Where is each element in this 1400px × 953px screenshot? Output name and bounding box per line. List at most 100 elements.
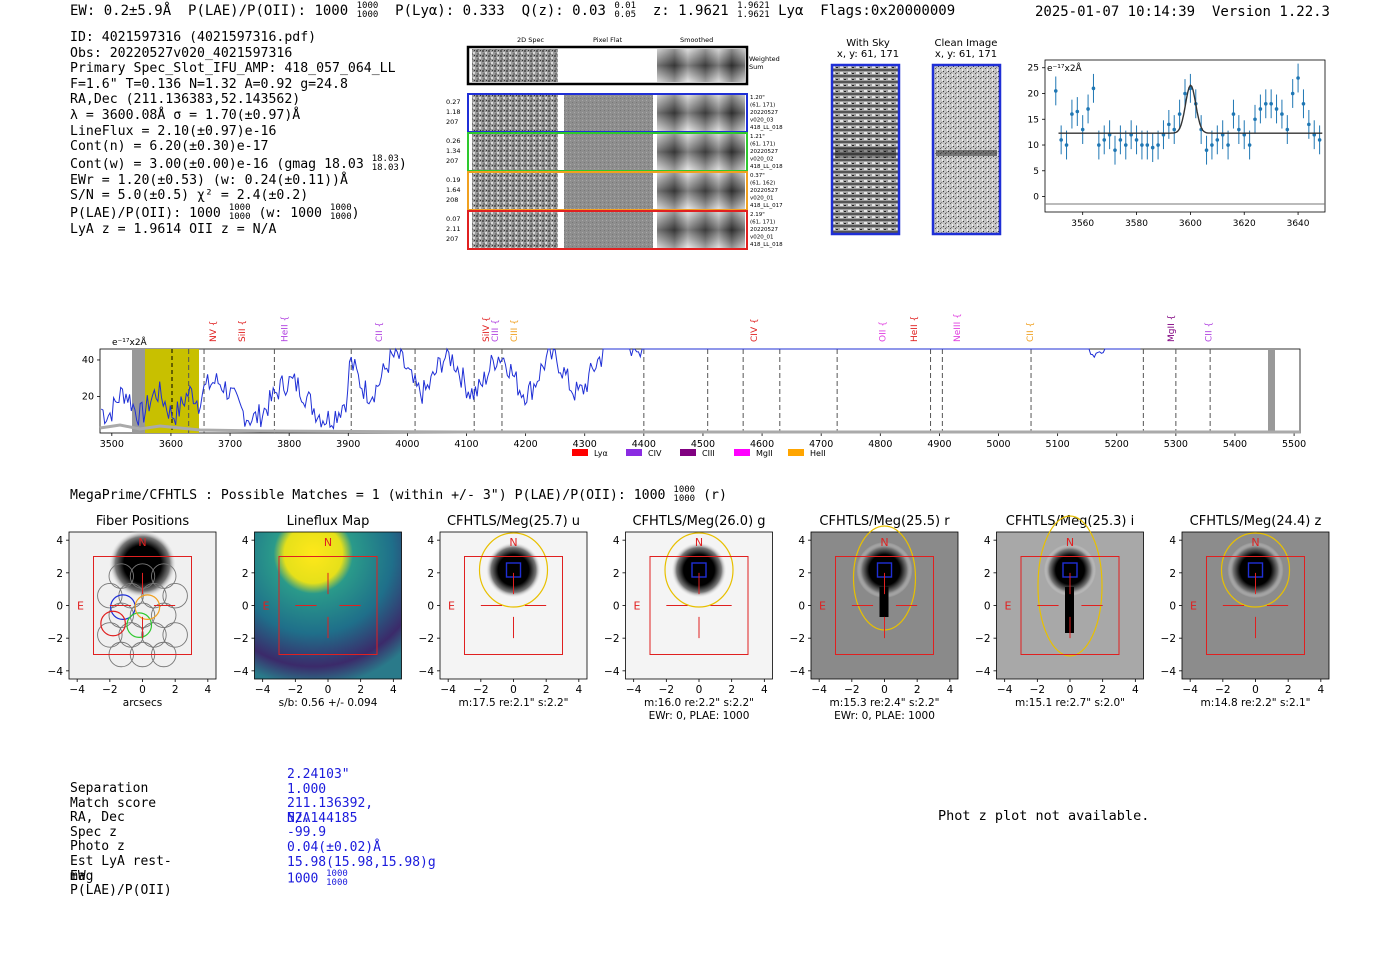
panel-ytick-label: 4 [613,535,620,547]
plae-value: P(LAE)/P(OII): 1000 [188,3,349,19]
line-fit-xtick-label: 3640 [1287,219,1310,229]
full-spectrum-ytick-label: 40 [82,355,94,366]
row-left-stat: 208 [446,196,458,204]
fiber-params: F=1.6" T=0.136 N=1.32 A=0.92 g=24.8 [70,76,348,92]
panel-title: CFHTLS/Meg(25.5) r [819,514,950,529]
match-row-value: 1000 1000 1000 [287,869,348,889]
panel-ytick-label: 2 [427,568,434,580]
panel-ytick-label: 0 [984,601,991,613]
row-left-stat: 0.07 [446,215,460,223]
panel-ytick-label: −4 [233,666,249,678]
row-pixel-flat [564,212,653,248]
row-right-info: 0.37" [750,173,765,179]
line-marker-label: CIII { [510,319,520,342]
data-point [1134,138,1139,142]
line-fit-ytick-label: 5 [1033,167,1039,177]
full-spectrum-xtick-label: 4300 [573,439,597,450]
panel-title: Fiber Positions [96,514,189,529]
line-fit-ytick-label: 15 [1028,115,1039,125]
panel-subtitle: m:17.5 re:2.1" s:2.2" [459,697,569,709]
match-row-label: Separation [70,781,149,796]
data-point [1215,138,1220,142]
north-label: N [695,536,703,549]
row-right-info: 418_LL_018 [750,125,783,131]
fiber-circle [97,622,123,648]
data-point [1140,143,1144,147]
row-right-info: 2.19" [750,212,765,218]
row-right-info: 418_LL_017 [750,203,783,209]
row-left-stat: 0.19 [446,176,460,184]
row-right-info: (61, 171) [750,142,775,148]
match-row-value: 1.000 [287,781,327,797]
line-fit-yticks: 0 5 10 15 20 25 [1028,64,1045,203]
data-point [1080,127,1085,132]
line-marker-label: OII { [879,321,889,342]
clean-image-header: Clean Image x, y: 61, 171 [928,38,1004,60]
fiber-circle [162,622,188,648]
panel-ytick-label: 4 [984,535,991,547]
data-point [1296,76,1300,80]
line-fit-unit: e⁻¹⁷x2Å [1047,62,1083,74]
data-point [1263,101,1268,106]
plae-range: 1000 1000 [356,1,379,20]
data-point [1280,112,1284,116]
panel-xtick-label: 4 [204,684,211,696]
row-right-info: v020_02 [750,157,774,163]
data-point [1237,127,1241,132]
line-fit-xtick-label: 3580 [1125,219,1148,229]
line-fit-ytick-label: 25 [1028,64,1039,74]
line-fit-xtick-label: 3560 [1071,219,1094,229]
panel-xtick-label: −2 [844,684,859,696]
data-point [1204,148,1209,152]
full-spectrum-xtick-label: 4400 [632,439,656,450]
cutout-panel: CFHTLS/Meg(26.0) gNE−4 −2 0 2 4420−2−4m:16.0… [604,514,773,722]
panel-title: CFHTLS/Meg(24.4) z [1190,514,1322,529]
data-point [1301,101,1306,106]
panel-xtick-label: 0 [696,684,703,696]
match-row-label: Match score [70,795,157,811]
cutout-panels: Fiber Positions N E −4 −2 0 2 4 4 2 0 −2 −4 arcsecs Li… [48,514,1330,722]
north-label: N [138,536,146,549]
legend-swatch [680,449,696,456]
panel-subtitle: m:14.8 re:2.2" s:2.1" [1201,697,1311,709]
spec2d-row: 0.26 1.34 207 1.21" (61, 171)20220527 v020_02… [446,132,783,172]
row-2d-spec [472,212,558,248]
line-marker-label: CIII { [491,319,501,342]
line-marker-label: NeIII { [953,313,963,342]
full-spectrum-xtick-label: 4800 [868,439,892,450]
data-point [1086,107,1090,111]
row-right-info: (61, 162) [750,181,775,187]
panel-title: Lineflux Map [287,514,370,529]
data-point [1150,145,1155,150]
cutout-panel: CFHTLS/Meg(25.5) rNE−4 −2 0 2 4420−2−4m:15.3… [790,514,959,722]
north-label: N [880,536,888,549]
full-spectrum-xtick-label: 4000 [395,439,419,450]
panel-ytick-label: 4 [798,535,805,547]
panel-xtick-label: 0 [325,684,332,696]
east-label: E [634,600,641,613]
panel-xtick-label: −2 [1215,684,1230,696]
header-meta: 2025-01-07 10:14:39 Version 1.22.3 [1035,4,1330,20]
panel-ytick-label: 0 [427,601,434,613]
row-2d-spec [472,134,558,170]
panel-xtick-label: 4 [575,684,582,696]
row-left-stat: 0.26 [446,137,460,145]
line-marker-label: MgII { [1167,315,1177,342]
panel-xtick-label: 2 [543,684,550,696]
ew-value: EW: 0.2±5.9Å [70,3,172,19]
row-right-info: 20220527 [750,188,778,194]
aperture-box [278,556,378,655]
east-label: E [1005,600,1012,613]
row-left-stat: 207 [446,157,458,165]
panel-xtick-label: 0 [139,684,146,696]
full-spectrum-xtick-label: 3800 [277,439,301,450]
data-point [1053,89,1058,93]
north-label: N [1066,536,1074,549]
panel-xtick-label: −4 [440,684,456,696]
data-point [1258,107,1263,111]
panel-xtick-label: 0 [1252,684,1259,696]
line-marker-label: CII { [1204,322,1214,342]
panel-ytick-label: −4 [604,666,620,678]
row-right-info: 20220527 [750,149,778,155]
